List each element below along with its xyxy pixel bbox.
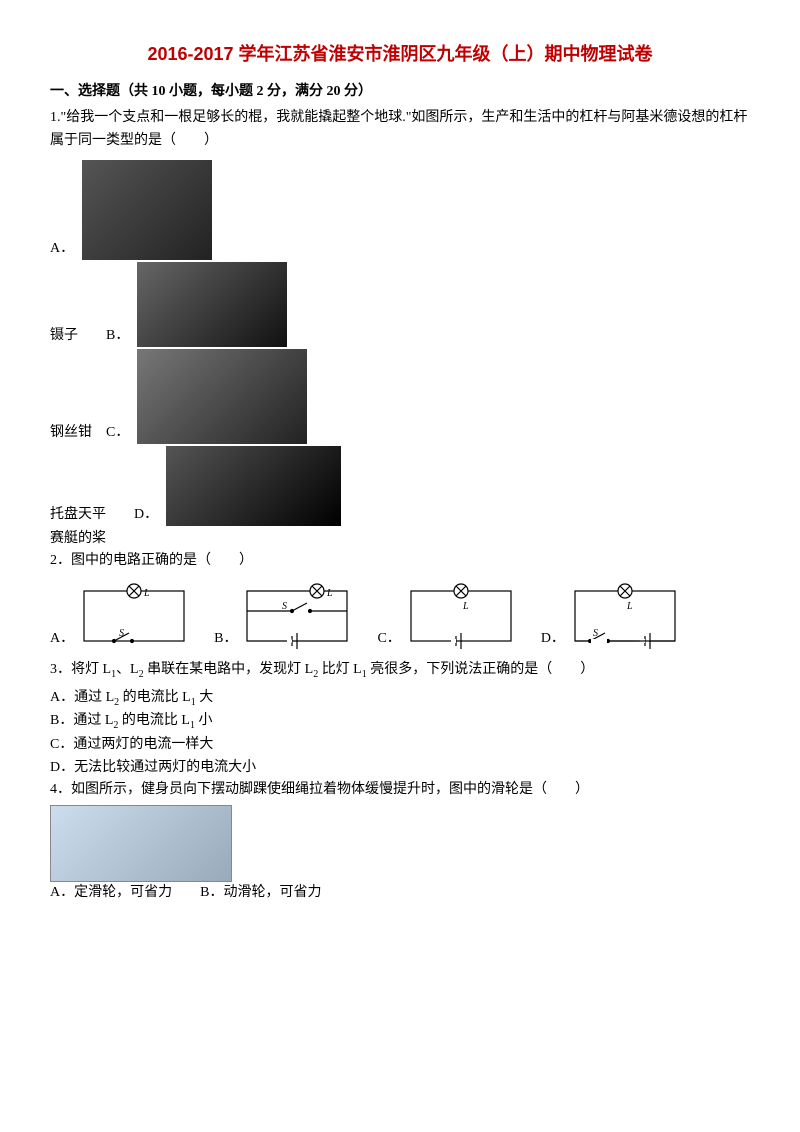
q2-a-label: A． xyxy=(50,628,74,650)
q1-b-label: 镊子 B． xyxy=(50,325,129,347)
q4-option-a: A．定滑轮，可省力 xyxy=(50,885,172,900)
q3-option-b: B．通过 L2 的电流比 L1 小 xyxy=(50,710,750,734)
circuit-b-icon: L S xyxy=(237,581,357,651)
rowing-oar-image xyxy=(166,446,341,526)
svg-text:S: S xyxy=(119,628,124,639)
svg-text:S: S xyxy=(593,628,598,639)
pulley-exercise-image xyxy=(50,805,232,882)
q1-d-label: 托盘天平 D． xyxy=(50,504,158,526)
circuit-d-icon: L S xyxy=(565,581,685,651)
exam-title: 2016-2017 学年江苏省淮安市淮阴区九年级（上）期中物理试卷 xyxy=(50,40,750,69)
balance-scale-image xyxy=(137,349,307,444)
q4-options-line: A．定滑轮，可省力 B．动滑轮，可省力 xyxy=(50,882,750,904)
question-2-stem: 2．图中的电路正确的是（ ） xyxy=(50,550,750,572)
circuit-a-icon: L S xyxy=(74,581,194,651)
question-1-stem: 1."给我一个支点和一根足够长的棍，我就能撬起整个地球."如图所示，生产和生活中… xyxy=(50,107,750,152)
svg-text:L: L xyxy=(143,588,150,599)
q4-option-b: B．动滑轮，可省力 xyxy=(200,885,321,900)
q1-option-b: 镊子 B． xyxy=(50,262,750,347)
q1-a-label: A． xyxy=(50,238,74,260)
q2-c-label: C． xyxy=(377,628,400,650)
svg-text:L: L xyxy=(462,601,469,612)
q1-option-c: 钢丝钳 C． xyxy=(50,349,750,444)
q2-option-c: C． L xyxy=(377,581,520,651)
q1-option-d: 托盘天平 D． xyxy=(50,446,750,526)
q3-option-a: A．通过 L2 的电流比 L1 大 xyxy=(50,687,750,711)
q2-b-label: B． xyxy=(214,628,237,650)
q3-option-c: C．通过两灯的电流一样大 xyxy=(50,734,750,756)
svg-text:S: S xyxy=(282,601,287,612)
q3-option-d: D．无法比较通过两灯的电流大小 xyxy=(50,757,750,779)
q2-d-label: D． xyxy=(541,628,565,650)
svg-text:L: L xyxy=(326,588,333,599)
section-1-header: 一、选择题（共 10 小题，每小题 2 分，满分 20 分） xyxy=(50,81,750,103)
q1-option-a: A． xyxy=(50,156,750,260)
q2-option-b: B． L S xyxy=(214,581,357,651)
q2-options-row: A． L S B． L S xyxy=(50,581,750,651)
question-4-stem: 4．如图所示，健身员向下摆动脚踝使细绳拉着物体缓慢提升时，图中的滑轮是（ ） xyxy=(50,779,750,801)
circuit-c-icon: L xyxy=(401,581,521,651)
pliers-image xyxy=(137,262,287,347)
q2-option-d: D． L S xyxy=(541,581,685,651)
q1-d-suffix: 赛艇的桨 xyxy=(50,528,750,550)
svg-text:L: L xyxy=(626,601,633,612)
q1-c-label: 钢丝钳 C． xyxy=(50,422,129,444)
question-3-stem: 3．将灯 L1、L2 串联在某电路中，发现灯 L2 比灯 L1 亮很多，下列说法… xyxy=(50,659,750,683)
tweezers-image xyxy=(82,160,212,260)
q2-option-a: A． L S xyxy=(50,581,194,651)
